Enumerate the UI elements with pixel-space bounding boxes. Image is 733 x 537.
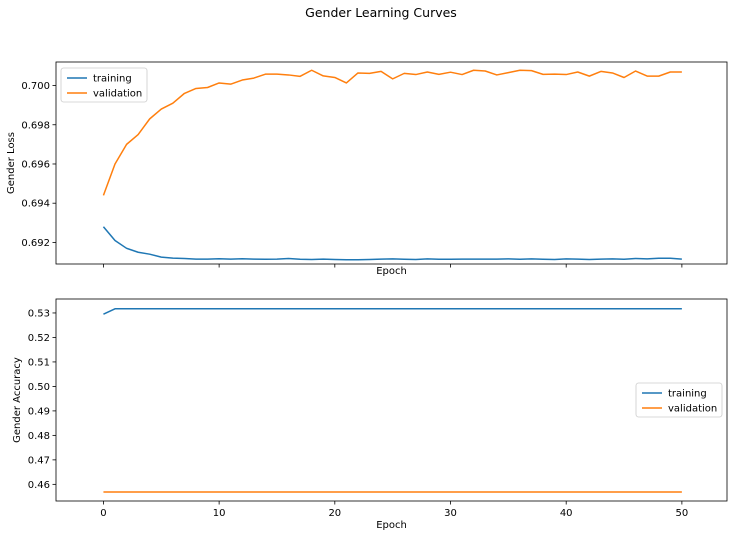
figure-title: Gender Learning Curves xyxy=(305,5,457,20)
loss-chart-panel: 0.692 0.694 0.696 0.698 0.700 Epoch Gender Los… xyxy=(6,61,728,277)
loss-axes-frame xyxy=(55,61,728,265)
loss-y-tick-label: 0.692 xyxy=(21,238,50,249)
accuracy-y-tick-label: 0.52 xyxy=(28,333,50,344)
accuracy-x-tick-label: 20 xyxy=(328,508,341,519)
accuracy-y-tick-label: 0.51 xyxy=(28,357,50,368)
accuracy-y-tick-label: 0.53 xyxy=(28,308,50,319)
loss-y-axis-label: Gender Loss xyxy=(6,132,17,194)
accuracy-axes-frame xyxy=(55,298,728,502)
accuracy-legend-label-training: training xyxy=(668,389,707,400)
loss-y-tick-label: 0.696 xyxy=(21,159,50,170)
loss-legend-label-training: training xyxy=(93,74,132,85)
loss-legend-label-validation: validation xyxy=(93,89,142,100)
loss-legend: training validation xyxy=(60,67,148,103)
loss-y-tick-label: 0.700 xyxy=(21,81,50,92)
accuracy-x-tick-label: 0 xyxy=(100,508,106,519)
accuracy-y-tick-label: 0.47 xyxy=(28,455,50,466)
loss-series-validation-line xyxy=(102,69,682,196)
accuracy-series-training-line xyxy=(103,308,682,315)
loss-y-tick-label: 0.698 xyxy=(21,120,50,131)
accuracy-y-tick-label: 0.50 xyxy=(28,382,50,393)
accuracy-x-axis-label: Epoch xyxy=(376,520,407,531)
accuracy-legend-label-validation: validation xyxy=(668,404,717,415)
loss-y-tick-label: 0.694 xyxy=(21,199,50,210)
accuracy-chart-panel: 0 10 20 30 40 50 0.46 0.47 0.48 0.49 0.50 0.51 0.52 0… xyxy=(12,298,728,531)
accuracy-y-axis-label: Gender Accuracy xyxy=(12,357,23,443)
loss-x-axis-label: Epoch xyxy=(376,266,407,277)
accuracy-y-tick-label: 0.49 xyxy=(28,406,50,417)
accuracy-y-tick-label: 0.48 xyxy=(28,431,50,442)
loss-series-training-line xyxy=(102,226,682,261)
accuracy-x-tick-label: 40 xyxy=(560,508,573,519)
accuracy-x-tick-label: 10 xyxy=(213,508,226,519)
accuracy-y-tick-label: 0.46 xyxy=(28,480,50,491)
accuracy-x-tick-label: 30 xyxy=(444,508,457,519)
accuracy-legend: training validation xyxy=(635,382,723,418)
accuracy-x-tick-label: 50 xyxy=(676,508,689,519)
